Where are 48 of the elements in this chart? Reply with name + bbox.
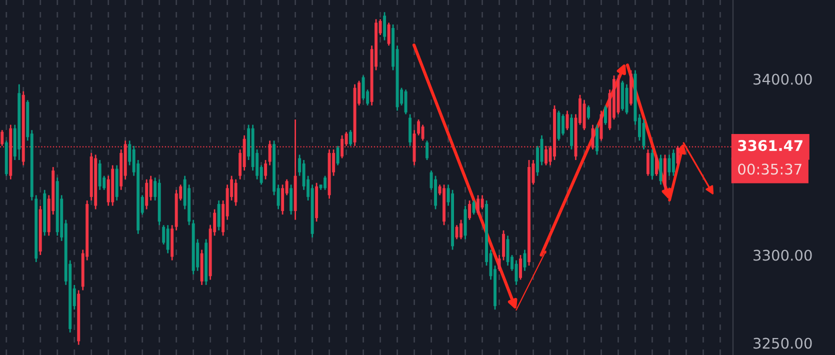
candlestick xyxy=(234,178,238,206)
y-tick-label: 3400.00 xyxy=(754,74,812,85)
candlestick xyxy=(426,140,429,161)
candlestick xyxy=(506,234,510,266)
candlestick xyxy=(646,148,650,177)
y-tick-label: 3250.00 xyxy=(754,338,812,349)
candlestick xyxy=(362,74,365,101)
candlestick xyxy=(523,249,526,272)
candlestick xyxy=(562,114,564,136)
candlestick xyxy=(460,219,463,240)
candlestick xyxy=(668,154,671,177)
candlestick xyxy=(587,104,590,120)
candlestick xyxy=(162,224,166,246)
candlestick xyxy=(455,224,458,240)
candlestick xyxy=(604,104,607,126)
candlestick xyxy=(349,129,352,147)
candlestick xyxy=(468,200,472,221)
candlestick xyxy=(672,148,675,177)
candlestick xyxy=(480,194,484,210)
candlestick xyxy=(324,175,327,191)
candlestick xyxy=(281,184,284,216)
candlestick xyxy=(404,88,408,115)
candlestick xyxy=(336,145,340,166)
candlestick xyxy=(659,154,662,186)
candlestick xyxy=(387,22,390,46)
candlestick xyxy=(145,178,148,210)
candlestick xyxy=(514,260,518,286)
candlestick xyxy=(596,124,598,156)
candlestick xyxy=(417,118,420,136)
candlestick xyxy=(421,124,424,142)
candlestick xyxy=(383,11,386,41)
text: 00:35:37 xyxy=(738,164,802,175)
candlestick xyxy=(149,175,152,202)
y-tick-label: 3300.00 xyxy=(754,250,812,261)
candlestick xyxy=(655,154,658,177)
candlestick xyxy=(498,254,501,272)
candlestick xyxy=(98,159,102,191)
candlestick xyxy=(290,184,293,216)
ref-line-label: 3361.47 xyxy=(738,140,802,152)
candlestick xyxy=(217,200,220,232)
candlestick xyxy=(519,254,522,280)
candlestick xyxy=(472,200,476,216)
candlestick xyxy=(166,224,170,254)
candlestick xyxy=(476,194,480,216)
candlestick xyxy=(502,230,506,262)
candlestick xyxy=(264,159,268,180)
candlestick xyxy=(650,148,654,180)
candlestick xyxy=(0,129,4,147)
